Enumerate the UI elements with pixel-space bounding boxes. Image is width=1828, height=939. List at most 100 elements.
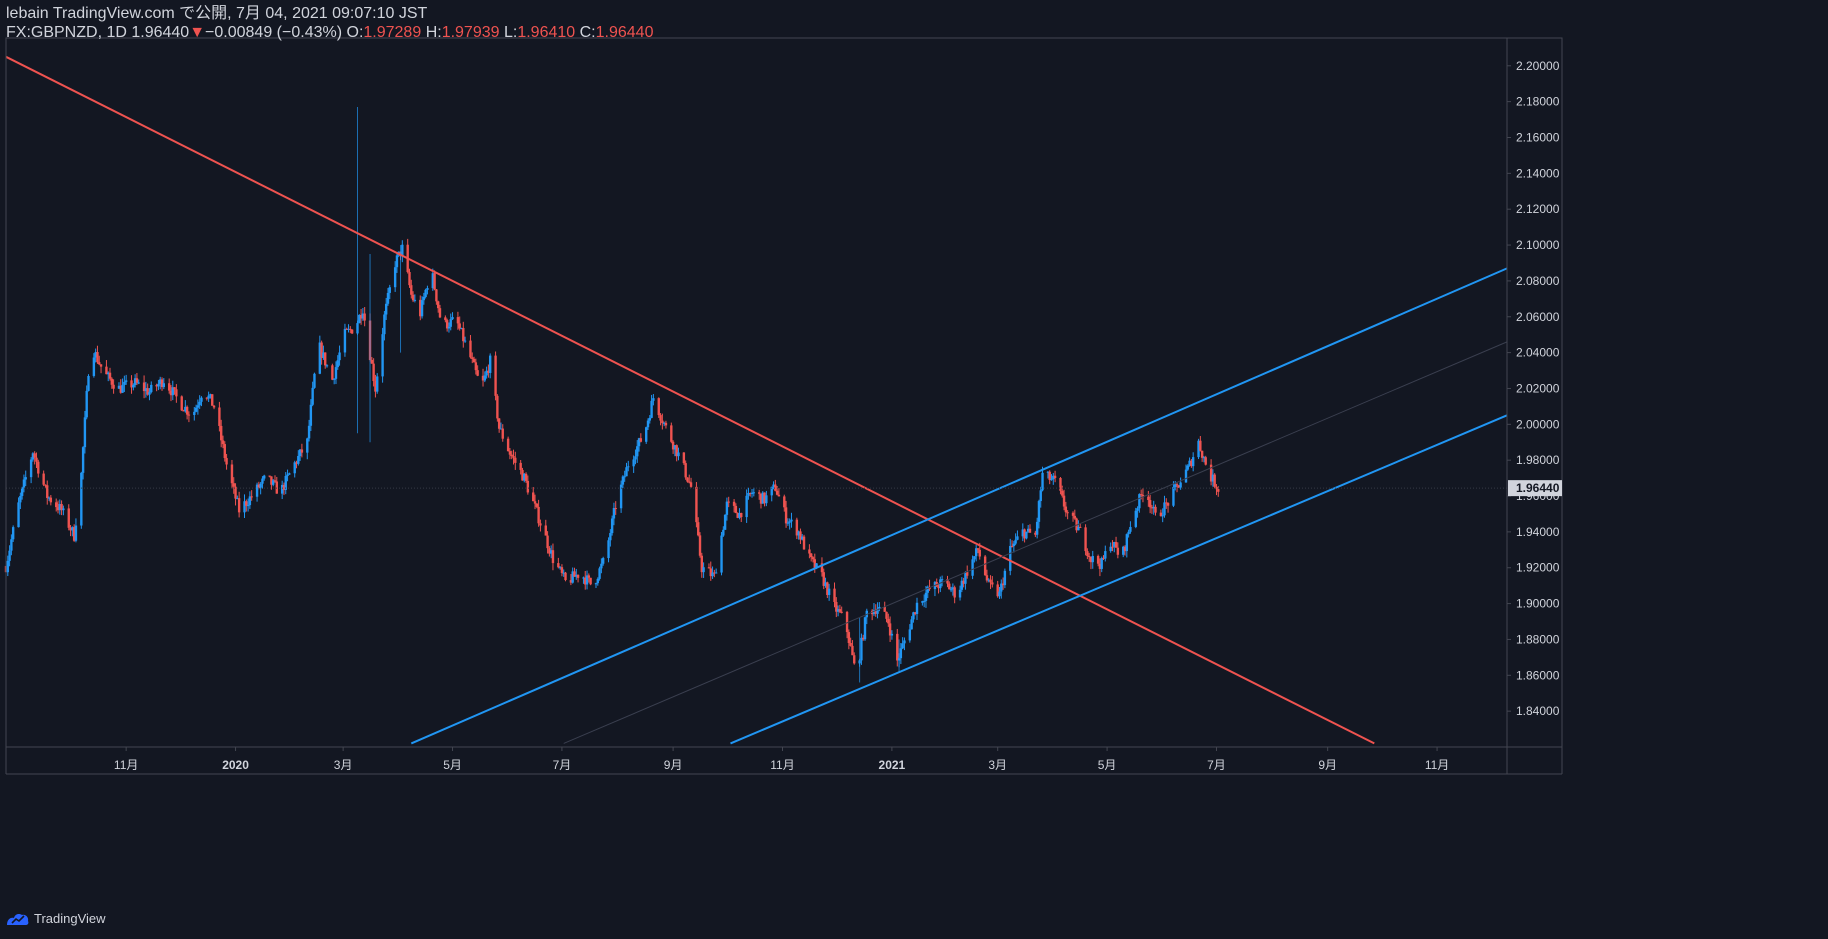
candle-body [431, 273, 435, 289]
candle-body [874, 610, 877, 614]
candle-body [682, 452, 686, 464]
candle-body [688, 481, 691, 483]
candle-body [786, 522, 790, 524]
candle-body [646, 420, 650, 428]
candle-body [971, 559, 974, 576]
x-tick-label: 3月 [988, 758, 1007, 772]
last-price: 1.96440 [131, 24, 190, 41]
candle-body [652, 398, 655, 401]
candle-body [306, 438, 309, 453]
candle-body [343, 328, 347, 353]
candle-body [225, 458, 228, 465]
candle-body [1037, 501, 1041, 522]
candle-body [1152, 506, 1155, 509]
candle-body [444, 317, 447, 321]
candle-body [1010, 545, 1014, 547]
candle-body [499, 428, 503, 430]
candle-body [332, 378, 336, 380]
candle-body [445, 320, 449, 329]
candle-body [1215, 486, 1218, 490]
x-tick-label: 9月 [1318, 758, 1337, 772]
candle-body [410, 285, 413, 295]
candle-body [218, 407, 221, 426]
trendline-group[interactable] [5, 55, 1508, 745]
candle-body [180, 396, 183, 411]
candle-body [822, 572, 825, 586]
candle-body [774, 484, 777, 491]
candle-body [374, 381, 377, 392]
wick-spikes [356, 107, 900, 683]
candle-body [1127, 531, 1130, 535]
candle-body [1190, 460, 1193, 467]
candle-body [460, 327, 463, 329]
x-tick-label: 11月 [770, 758, 794, 772]
candle-body [383, 314, 386, 335]
candle-body [157, 383, 160, 387]
candle-body [388, 287, 391, 293]
candle-body [645, 427, 648, 442]
candle-body [548, 548, 551, 554]
candle-body [1016, 536, 1019, 540]
candle-body [1122, 546, 1125, 555]
candle-body [160, 379, 164, 388]
candle-body [209, 394, 212, 396]
candle-body [765, 495, 768, 504]
candle-body [763, 492, 766, 504]
candle-body [193, 411, 196, 415]
candle-body [833, 588, 836, 603]
candle-body [71, 527, 74, 531]
candle-body [67, 508, 70, 528]
candle-body [223, 444, 226, 459]
trendline [410, 267, 1508, 745]
candle-body [901, 643, 904, 649]
candle-body [845, 611, 849, 633]
candle-body [573, 571, 576, 577]
candle-body [1186, 465, 1189, 470]
candle-body [562, 572, 565, 574]
candle-body [1091, 555, 1094, 563]
brand-label[interactable]: TradingView [34, 911, 106, 926]
candle-body [1138, 494, 1141, 509]
candle-body [135, 378, 139, 383]
candle-body [614, 508, 617, 510]
candle-body [494, 355, 497, 396]
symbol-label[interactable]: FX:GBPNZD, 1D [6, 24, 127, 41]
candle-body [989, 579, 992, 583]
candle-body [1084, 527, 1087, 552]
candle-body [449, 319, 452, 327]
candle-body [727, 501, 730, 503]
candle-body [211, 394, 214, 406]
price-axis[interactable]: 2.20000 2.18000 2.16000 2.14000 2.12000 2.100… [1507, 59, 1560, 718]
candle-body [295, 462, 298, 464]
candle-body [284, 475, 287, 490]
candle-body [637, 438, 641, 447]
candle-body [236, 498, 239, 500]
candle-body [849, 642, 852, 646]
candle-body [146, 388, 149, 395]
candle-body [293, 462, 296, 474]
candle-body [896, 633, 899, 661]
candle-body [657, 398, 660, 416]
candle-body [1050, 479, 1053, 481]
candle-body [987, 579, 990, 581]
candle-body [991, 582, 994, 585]
candle-body [485, 370, 488, 376]
candle-body [298, 449, 302, 456]
candle-body [420, 300, 424, 317]
candle-body [808, 549, 811, 554]
candle-body [761, 492, 764, 504]
candle-body [96, 352, 99, 363]
candle-body [985, 575, 989, 581]
candle-body [81, 447, 85, 473]
candle-body [1087, 556, 1091, 558]
candle-body [784, 507, 788, 524]
candle-body [212, 405, 216, 408]
y-tick-label: 1.84000 [1516, 704, 1560, 718]
candle-body [42, 473, 45, 485]
candle-body [1200, 450, 1204, 458]
tradingview-logo-icon[interactable] [6, 912, 30, 926]
time-axis[interactable]: 11月 2020 3月 5月 7月 9月 11月 2021 3月 5月 7月 9月 11月 [114, 747, 1449, 772]
candle-body [809, 553, 813, 558]
candle-body [381, 334, 384, 377]
